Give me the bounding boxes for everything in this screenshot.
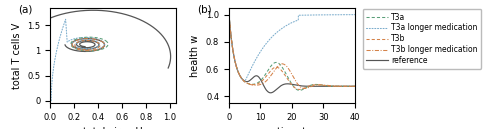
Text: (a): (a)	[18, 5, 33, 15]
Y-axis label: health w: health w	[190, 34, 200, 77]
Y-axis label: total T cells V: total T cells V	[12, 22, 22, 89]
Text: (b): (b)	[198, 5, 212, 15]
Legend: T3a, T3a longer medication, T3b, T3b longer medication, reference: T3a, T3a longer medication, T3b, T3b lon…	[362, 9, 481, 69]
X-axis label: time t: time t	[278, 127, 306, 129]
X-axis label: total virus U: total virus U	[83, 127, 143, 129]
